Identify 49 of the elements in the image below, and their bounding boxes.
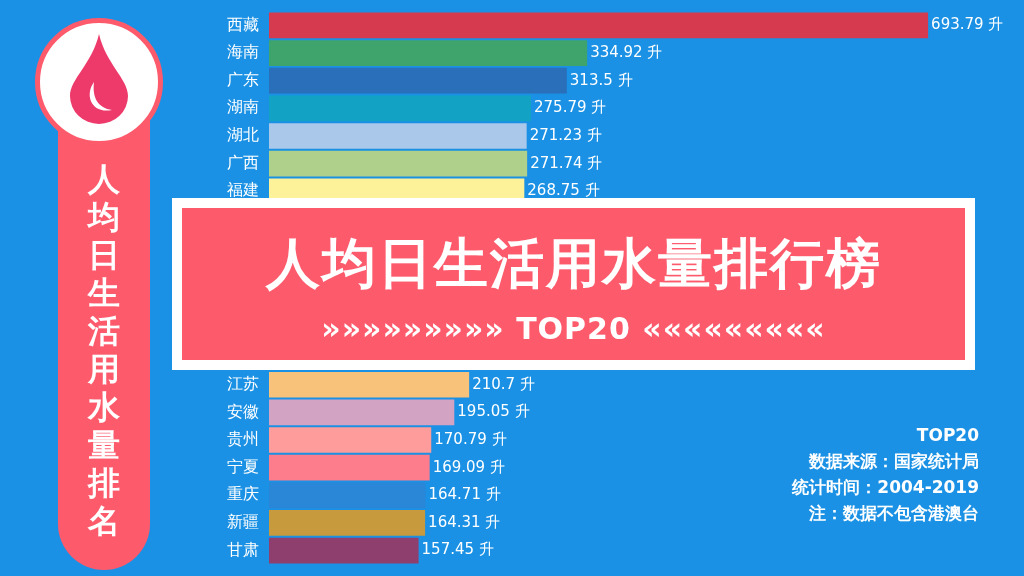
y-tick-label: 福建 xyxy=(227,180,259,200)
bar xyxy=(269,399,455,426)
bar xyxy=(269,454,430,481)
text: 人均日生活用水量排名 xyxy=(88,160,120,540)
bar xyxy=(269,67,567,94)
y-tick-label: 西藏 xyxy=(227,14,259,34)
data-label: 268.75 升 xyxy=(527,181,600,200)
y-tick-label: 安徽 xyxy=(227,401,259,421)
annotation: 统计时间：2004-2019 xyxy=(792,476,979,499)
y-tick-label: 广西 xyxy=(227,152,259,172)
annotation: TOP20 xyxy=(915,424,979,447)
y-tick-label: 新疆 xyxy=(227,512,259,532)
y-tick-label: 贵州 xyxy=(227,429,259,449)
bar xyxy=(269,537,419,564)
bar xyxy=(269,12,929,39)
bar xyxy=(269,150,528,177)
y-tick-label: 江苏 xyxy=(227,373,259,393)
data-label: 693.79 升 xyxy=(931,15,1004,34)
bar xyxy=(269,427,432,453)
data-label: 210.7 升 xyxy=(472,374,535,393)
data-label: 164.31 升 xyxy=(428,512,501,531)
y-tick-label: 甘肃 xyxy=(227,539,259,559)
data-label: 275.79 升 xyxy=(534,98,607,117)
text: »»»»»»»»» TOP20 ««««««««« xyxy=(320,311,827,346)
data-label: 164.71 升 xyxy=(428,485,501,504)
data-label: 271.74 升 xyxy=(530,153,603,172)
y-tick-label: 海南 xyxy=(227,42,259,62)
bar xyxy=(269,371,470,398)
y-tick-label: 广东 xyxy=(227,69,259,89)
data-label: 334.92 升 xyxy=(590,42,663,61)
annotation: 注：数据不包含港澳台 xyxy=(808,502,979,525)
y-tick-label: 湖北 xyxy=(227,125,259,145)
title-banner: 人均日生活用水量排行榜 »»»»»»»»» TOP20 ««««««««« xyxy=(172,198,975,370)
bar xyxy=(269,40,588,66)
bar xyxy=(269,510,426,536)
data-label: 271.23 升 xyxy=(529,125,602,144)
annotation: 数据来源：国家统计局 xyxy=(808,450,979,473)
bar xyxy=(269,482,426,509)
y-tick-label: 湖南 xyxy=(227,97,259,117)
data-label: 170.79 升 xyxy=(434,429,507,448)
bar xyxy=(269,95,531,122)
data-label: 169.09 升 xyxy=(432,457,505,476)
data-label: 195.05 升 xyxy=(457,402,530,421)
data-label: 157.45 升 xyxy=(421,540,494,559)
y-tick-label: 重庆 xyxy=(227,484,259,504)
text: 人均日生活用水量排行榜 xyxy=(264,231,883,297)
y-tick-label: 宁夏 xyxy=(227,456,259,476)
data-label: 313.5 升 xyxy=(569,70,633,89)
bar xyxy=(269,123,527,149)
